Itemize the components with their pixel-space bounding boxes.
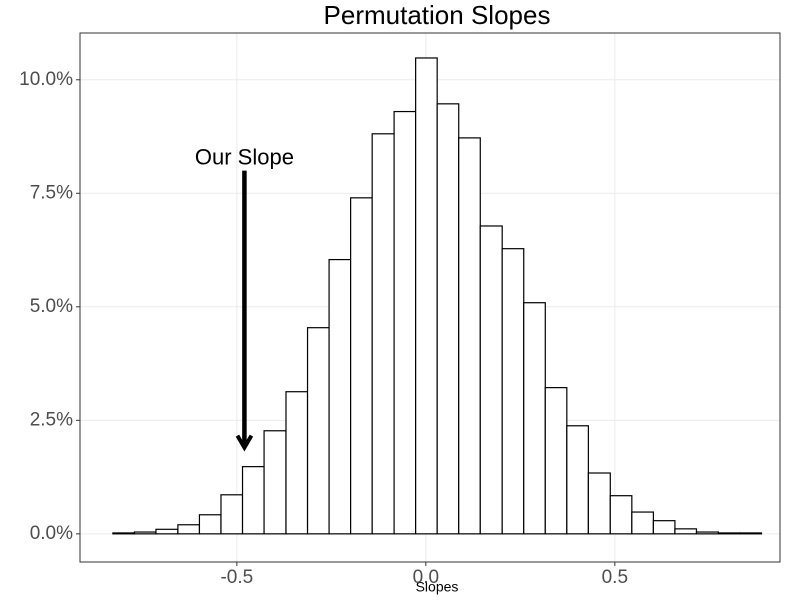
histogram-bar — [177, 524, 201, 535]
x-tick-label: 0.5 — [602, 567, 628, 588]
histogram-bar — [631, 511, 654, 535]
histogram-bar — [133, 531, 157, 535]
histogram-bar — [285, 391, 309, 535]
histogram-bar — [371, 133, 395, 535]
plot-border — [79, 32, 781, 563]
histogram-bar — [674, 528, 698, 535]
histogram-bar — [198, 514, 222, 535]
histogram-bar — [523, 302, 546, 535]
histogram-bar — [587, 472, 611, 535]
histogram-bar — [544, 387, 568, 535]
histogram-bar — [220, 494, 244, 535]
histogram-bar — [112, 532, 136, 535]
histogram-bar — [436, 103, 460, 535]
histogram-bar — [479, 225, 503, 535]
histogram-bar — [393, 110, 417, 535]
histogram-bar — [739, 532, 763, 535]
annotation-text: Our Slope — [195, 144, 294, 169]
chart-title: Permutation Slopes — [324, 0, 551, 30]
y-tick-label: 5.0% — [30, 296, 73, 317]
y-tick-label: 10.0% — [19, 69, 73, 90]
histogram-bar — [458, 137, 481, 535]
histogram-bar — [241, 466, 265, 535]
y-tick-label: 0.0% — [30, 523, 73, 544]
x-axis-label: Slopes — [416, 579, 459, 595]
histogram-bar — [350, 197, 373, 535]
histogram-bar — [328, 258, 352, 535]
histogram-bar — [306, 327, 330, 535]
x-tick-label: 0.0 — [413, 567, 439, 588]
histogram-bar — [609, 495, 633, 535]
histogram-bar — [652, 520, 676, 535]
x-tick-label: -0.5 — [220, 567, 253, 588]
y-tick-label: 7.5% — [30, 182, 73, 203]
histogram-bar — [155, 528, 179, 535]
histogram-bar — [415, 57, 438, 535]
y-tick-label: 2.5% — [30, 409, 73, 430]
histogram-bar — [566, 425, 589, 535]
histogram-bar — [263, 430, 287, 535]
histogram-bar — [695, 531, 719, 535]
histogram-bar — [717, 532, 741, 535]
annotation-arrowhead — [235, 434, 254, 452]
histogram-bar — [501, 248, 525, 535]
